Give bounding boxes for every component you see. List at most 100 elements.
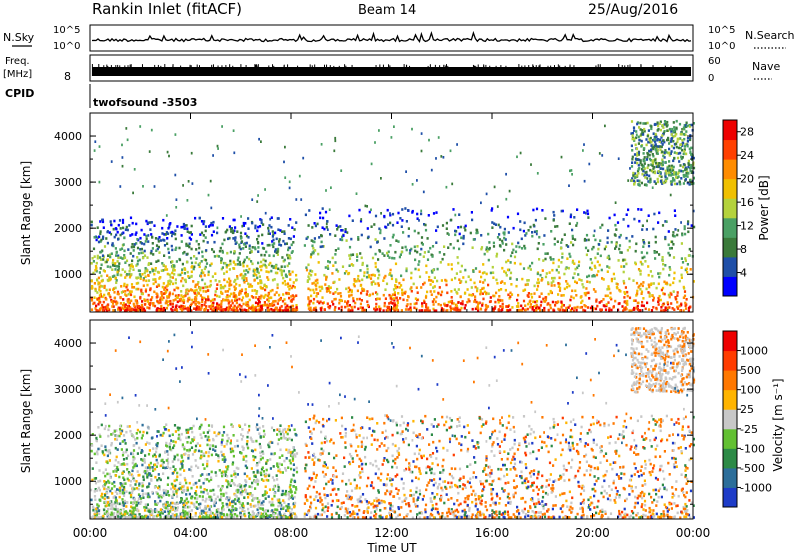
heatmap-cell — [242, 247, 245, 250]
heatmap-cell — [268, 232, 271, 235]
heatmap-cell — [102, 269, 105, 272]
heatmap-cell — [205, 473, 209, 476]
heatmap-cell — [437, 291, 440, 295]
heatmap-cell — [646, 166, 649, 170]
heatmap-cell — [652, 139, 655, 142]
heatmap-cell — [254, 448, 257, 452]
heatmap-cell — [103, 245, 107, 248]
heatmap-cell — [376, 297, 379, 300]
heatmap-cell — [204, 236, 207, 239]
heatmap-cell — [683, 163, 686, 167]
heatmap-cell — [360, 256, 363, 260]
heatmap-cell — [452, 246, 455, 250]
heatmap-cell — [553, 309, 556, 312]
heatmap-cell — [233, 473, 236, 476]
heatmap-cell — [201, 498, 204, 502]
heatmap-cell — [103, 284, 106, 288]
heatmap-cell — [146, 469, 149, 473]
heatmap-cell — [511, 251, 514, 254]
heatmap-cell — [290, 243, 293, 247]
heatmap-cell — [246, 435, 249, 439]
heatmap-cell — [126, 288, 129, 292]
heatmap-cell — [129, 267, 132, 270]
heatmap-cell — [675, 145, 678, 149]
heatmap-cell — [188, 231, 191, 234]
heatmap-cell — [196, 283, 199, 286]
heatmap-cell — [184, 510, 187, 513]
heatmap-cell — [636, 292, 639, 295]
heatmap-cell — [388, 302, 391, 305]
heatmap-cell — [185, 497, 188, 501]
heatmap-cell — [500, 288, 503, 291]
heatmap-cell — [174, 232, 177, 236]
heatmap-cell — [213, 240, 216, 244]
heatmap-cell — [203, 507, 206, 511]
heatmap-cell — [561, 238, 564, 241]
heatmap-cell — [631, 179, 634, 182]
heatmap-cell — [418, 219, 420, 222]
heatmap-cell — [131, 259, 134, 263]
heatmap-cell — [356, 255, 359, 258]
heatmap-cell — [256, 267, 259, 271]
heatmap-cell — [135, 301, 138, 305]
heatmap-cell — [169, 487, 173, 491]
heatmap-cell — [683, 145, 686, 148]
heatmap-cell — [204, 435, 207, 438]
heatmap-cell — [378, 129, 380, 132]
heatmap-cell — [293, 453, 296, 456]
heatmap-cell — [578, 278, 581, 281]
heatmap-cell — [624, 258, 627, 262]
heatmap-cell — [592, 288, 596, 291]
heatmap-cell — [234, 242, 237, 245]
heatmap-cell — [227, 299, 230, 302]
heatmap-cell — [637, 286, 640, 289]
heatmap-cell — [526, 294, 529, 297]
heatmap-cell — [664, 175, 667, 179]
heatmap-cell — [576, 266, 579, 270]
heatmap-cell — [210, 221, 213, 225]
heatmap-cell — [369, 245, 372, 249]
heatmap-cell — [559, 286, 562, 290]
heatmap-cell — [316, 222, 319, 226]
heatmap-cell — [125, 294, 128, 297]
heatmap-cell — [574, 238, 577, 241]
heatmap-cell — [211, 511, 214, 515]
heatmap-cell — [139, 125, 142, 128]
heatmap-cell — [635, 281, 639, 285]
heatmap-cell — [262, 296, 265, 299]
heatmap-cell — [420, 309, 423, 312]
heatmap-cell — [261, 233, 264, 237]
heatmap-cell — [650, 140, 653, 144]
heatmap-cell — [688, 183, 691, 186]
heatmap-cell — [421, 304, 424, 308]
power-colorbar-tick: 20 — [740, 173, 754, 186]
heatmap-cell — [310, 253, 313, 256]
heatmap-cell — [386, 305, 389, 309]
heatmap-cell — [447, 246, 450, 249]
heatmap-cell — [687, 230, 690, 234]
heatmap-cell — [459, 295, 462, 298]
heatmap-cell — [641, 300, 644, 304]
heatmap-cell — [295, 433, 298, 437]
heatmap-cell — [229, 227, 232, 231]
heatmap-cell — [386, 308, 389, 312]
heatmap-cell — [95, 238, 98, 242]
heatmap-cell — [407, 308, 410, 311]
heatmap-cell — [290, 507, 293, 511]
heatmap-cell — [121, 488, 124, 492]
heatmap-cell — [687, 254, 690, 257]
heatmap-cell — [684, 259, 687, 262]
heatmap-cell — [253, 480, 256, 483]
heatmap-cell — [147, 293, 150, 297]
heatmap-cell — [244, 273, 247, 276]
heatmap-cell — [425, 264, 428, 268]
heatmap-cell — [640, 133, 643, 136]
heatmap-cell — [524, 234, 527, 237]
heatmap-cell — [295, 294, 298, 297]
heatmap-cell — [479, 307, 482, 311]
heatmap-cell — [481, 304, 484, 307]
heatmap-cell — [376, 292, 379, 296]
heatmap-cell — [447, 263, 450, 266]
heatmap-cell — [112, 496, 115, 499]
heatmap-cell — [251, 198, 254, 201]
